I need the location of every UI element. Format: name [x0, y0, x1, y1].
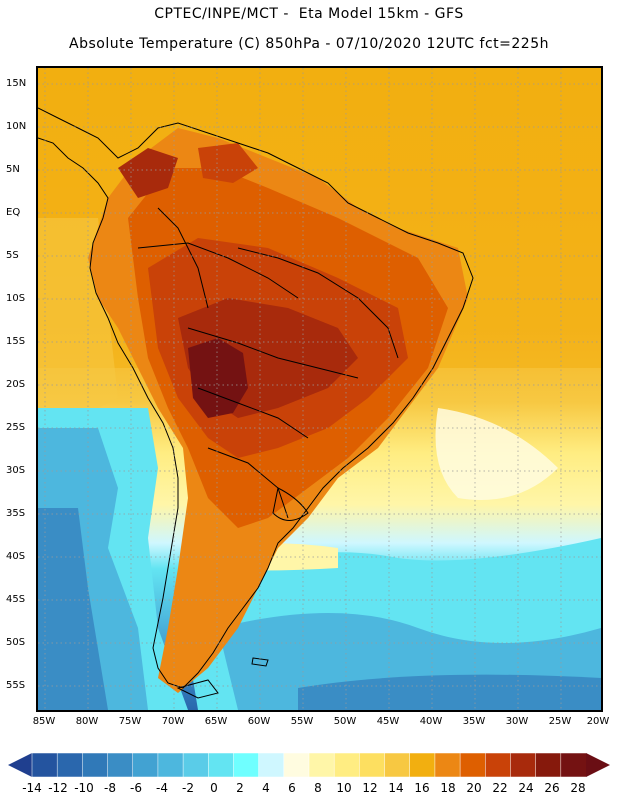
cold-atlantic-core — [298, 674, 601, 710]
lat-label-15n: 15N — [6, 78, 27, 89]
colorbar-cell — [434, 752, 461, 778]
lon-label-70w: 70W — [161, 716, 185, 727]
lon-label-20w: 20W — [586, 716, 610, 727]
lat-label-10n: 10N — [6, 121, 27, 132]
lat-label-5s: 5S — [6, 250, 19, 261]
colorbar-label-0: 0 — [210, 781, 218, 795]
lat-label-15s: 15S — [6, 336, 26, 347]
colorbar-label-28: 28 — [570, 781, 586, 795]
colorbar-min-arrow — [8, 753, 32, 777]
colorbar-label-8: 8 — [314, 781, 322, 795]
lat-label-25s: 25S — [6, 422, 26, 433]
colorbar-cell — [182, 752, 210, 778]
cold-pacific-core — [38, 508, 108, 710]
map-title-line-1: CPTEC/INPE/MCT - Eta Model 15km - GFS — [154, 6, 464, 22]
colorbar-cell — [31, 752, 58, 778]
lon-label-85w: 85W — [32, 716, 56, 727]
colorbar-cell — [535, 752, 562, 778]
colorbar-cell — [409, 752, 436, 778]
colorbar-label-neg4: -4 — [156, 781, 168, 795]
colorbar-cell — [359, 752, 386, 778]
temperature-field — [38, 68, 601, 710]
lon-label-80w: 80W — [75, 716, 99, 727]
colorbar-cell — [233, 752, 260, 778]
colorbar-cell — [82, 752, 109, 778]
colorbar-cell — [157, 752, 184, 778]
colorbar-label-24: 24 — [518, 781, 534, 795]
colorbar-cell — [459, 752, 487, 778]
colorbar-label-16: 16 — [414, 781, 430, 795]
colorbar-cell — [208, 752, 235, 778]
colorbar-label-neg8: -8 — [104, 781, 116, 795]
colorbar-cell — [56, 752, 84, 778]
colorbar-cell — [308, 752, 335, 778]
pale-patch — [435, 408, 558, 500]
north-hot-patch — [118, 148, 178, 198]
lat-label-40s: 40S — [6, 551, 26, 562]
lat-label-45s: 45S — [6, 594, 26, 605]
colorbar-max-arrow — [586, 753, 610, 777]
lon-label-60w: 60W — [247, 716, 271, 727]
colorbar-cell — [258, 752, 285, 778]
colorbar-label-neg10: -10 — [74, 781, 94, 795]
colorbar-label-4: 4 — [262, 781, 270, 795]
colorbar-cell — [560, 752, 587, 778]
lon-label-50w: 50W — [333, 716, 357, 727]
lat-label-30s: 30S — [6, 465, 26, 476]
colorbar-cell — [283, 752, 310, 778]
temperature-map[interactable] — [36, 66, 603, 712]
colorbar-label-neg2: -2 — [182, 781, 194, 795]
lon-label-45w: 45W — [376, 716, 400, 727]
hot-core — [188, 338, 248, 418]
lon-label-30w: 30W — [505, 716, 529, 727]
graticule — [38, 68, 601, 710]
colorbar-label-20: 20 — [466, 781, 482, 795]
lat-label-50s: 50S — [6, 637, 26, 648]
north-hot-patch-2 — [198, 143, 258, 183]
colorbar-label-neg6: -6 — [130, 781, 142, 795]
lat-label-35s: 35S — [6, 508, 26, 519]
colorbar-cell — [485, 752, 512, 778]
colorbar-cell — [333, 752, 361, 778]
colorbar-label-neg12: -12 — [48, 781, 68, 795]
lat-label-55s: 55S — [6, 680, 26, 691]
colorbar-label-6: 6 — [288, 781, 296, 795]
colorbar-label-22: 22 — [492, 781, 508, 795]
coastlines — [38, 107, 474, 699]
colorbar-label-neg14: -14 — [22, 781, 42, 795]
colorbar-cell — [510, 752, 537, 778]
colorbar-label-12: 12 — [362, 781, 378, 795]
colorbar-label-14: 14 — [388, 781, 404, 795]
lat-label-eq: EQ — [6, 207, 21, 218]
colorbar-label-18: 18 — [440, 781, 456, 795]
colorbar-label-2: 2 — [236, 781, 244, 795]
colorbar-cell — [384, 752, 411, 778]
colorbar-cell — [107, 752, 134, 778]
lat-label-20s: 20S — [6, 379, 26, 390]
lat-label-5n: 5N — [6, 164, 20, 175]
colorbar-label-26: 26 — [544, 781, 560, 795]
colorbar — [8, 752, 610, 778]
lon-label-35w: 35W — [462, 716, 486, 727]
lon-label-25w: 25W — [548, 716, 572, 727]
lon-label-75w: 75W — [118, 716, 142, 727]
map-title-line-2: Absolute Temperature (C) 850hPa - 07/10/… — [69, 36, 549, 52]
lon-label-65w: 65W — [204, 716, 228, 727]
lon-label-55w: 55W — [290, 716, 314, 727]
lon-label-40w: 40W — [419, 716, 443, 727]
colorbar-label-10: 10 — [336, 781, 352, 795]
colorbar-cell — [132, 752, 159, 778]
lat-label-10s: 10S — [6, 293, 26, 304]
